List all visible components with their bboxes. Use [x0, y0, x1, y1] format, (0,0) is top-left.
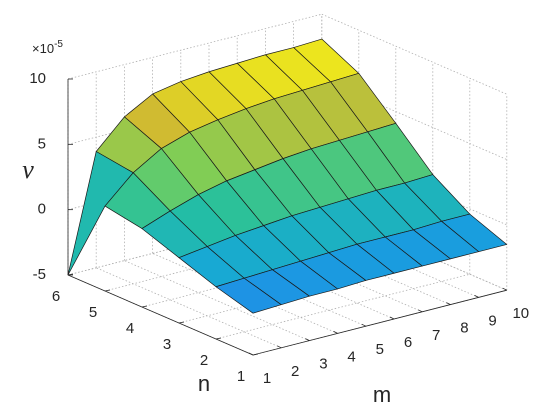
- z-tick-label: 10: [29, 70, 46, 87]
- y-axis-title: n: [198, 371, 210, 396]
- x-tick: [446, 302, 451, 305]
- x-tick-label: 7: [432, 327, 440, 344]
- y-tick-label: 6: [52, 288, 60, 305]
- y-axis: [67, 274, 254, 356]
- x-tick-label: 4: [347, 348, 355, 365]
- y-tick: [104, 289, 111, 292]
- x-tick: [333, 331, 338, 334]
- x-tick: [277, 345, 282, 349]
- y-tick-label: 1: [237, 368, 245, 385]
- x-tick: [361, 323, 366, 327]
- x-tick: [418, 309, 423, 313]
- z-axis-title: ν: [22, 155, 34, 184]
- z-tick-label: -5: [33, 266, 46, 283]
- x-tick-label: 8: [460, 320, 468, 337]
- grid-line: [67, 13, 322, 80]
- z-multiplier: ×10-5: [32, 39, 63, 57]
- surface-patch: [215, 277, 282, 314]
- y-tick: [215, 337, 222, 340]
- y-tick: [178, 321, 185, 324]
- y-tick: [141, 305, 148, 308]
- x-axis: [252, 289, 507, 356]
- x-tick-label: 1: [263, 370, 271, 387]
- x-tick: [389, 316, 395, 320]
- y-tick-label: 3: [163, 336, 171, 353]
- x-tick: [248, 352, 254, 356]
- z-tick-label: 5: [38, 135, 46, 152]
- x-tick-label: 10: [512, 305, 529, 322]
- y-tick-label: 4: [126, 320, 134, 337]
- x-tick-label: 6: [404, 334, 412, 351]
- y-tick: [252, 353, 259, 356]
- z-multiplier-exponent: -5: [54, 39, 63, 50]
- x-tick: [502, 287, 507, 291]
- z-tick-label: 0: [38, 201, 46, 218]
- x-tick: [305, 338, 310, 341]
- y-tick: [67, 273, 74, 276]
- grid-line: [215, 273, 470, 340]
- x-axis-title: m: [373, 382, 391, 407]
- x-tick-label: 3: [319, 356, 327, 373]
- x-tick-label: 5: [376, 341, 384, 358]
- y-tick-label: 2: [200, 352, 208, 369]
- x-tick: [474, 295, 479, 298]
- x-tick-label: 9: [488, 312, 496, 329]
- z-multiplier-base: ×10: [32, 41, 54, 56]
- y-tick-label: 5: [89, 304, 97, 321]
- x-tick-label: 2: [291, 363, 299, 380]
